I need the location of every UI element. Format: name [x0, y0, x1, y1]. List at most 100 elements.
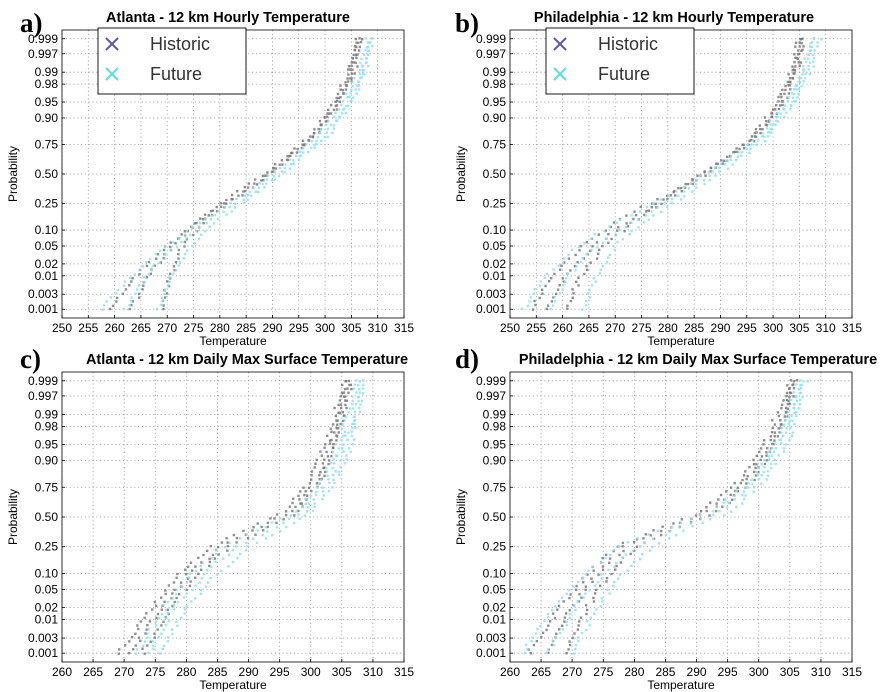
y-tick-label: 0.999 [28, 374, 58, 388]
data-point [298, 498, 301, 501]
data-point [177, 248, 181, 252]
data-point [589, 616, 592, 619]
data-point [337, 96, 341, 100]
data-point [789, 81, 792, 84]
data-point [771, 447, 774, 450]
data-point [670, 526, 673, 529]
data-point [226, 549, 229, 552]
data-point [284, 163, 287, 166]
data-point [540, 288, 544, 291]
data-point [739, 481, 742, 485]
data-point [167, 584, 171, 587]
data-point [614, 568, 617, 571]
data-point [164, 296, 167, 299]
data-point [708, 514, 711, 517]
data-point [746, 486, 749, 489]
data-point [241, 194, 244, 197]
data-point [726, 155, 729, 159]
panel-letter: a) [20, 8, 43, 38]
data-point [160, 632, 163, 635]
data-point [225, 202, 228, 205]
data-point [545, 628, 548, 632]
data-point [561, 628, 564, 631]
data-point [564, 281, 567, 284]
data-point [261, 182, 264, 186]
data-point [226, 544, 230, 548]
data-point [588, 288, 591, 292]
data-point [357, 399, 360, 403]
data-point [311, 135, 315, 138]
data-point [171, 628, 174, 631]
data-point [654, 202, 657, 205]
data-point [189, 561, 193, 564]
data-point [581, 576, 585, 580]
data-point [260, 179, 263, 182]
data-point [787, 399, 790, 403]
y-tick-label: 0.001 [28, 646, 58, 660]
data-point [816, 41, 819, 44]
data-point [296, 147, 299, 151]
data-point [222, 202, 226, 205]
data-point [639, 557, 642, 561]
data-point [165, 292, 169, 295]
data-point [161, 647, 164, 651]
data-point [300, 502, 303, 505]
data-point [101, 308, 104, 311]
data-point [782, 447, 785, 450]
data-point [793, 61, 796, 64]
data-point [326, 127, 330, 130]
data-point [716, 162, 719, 165]
data-point [675, 190, 678, 193]
data-point [802, 68, 805, 71]
data-point [266, 171, 269, 174]
data-point [703, 170, 706, 174]
data-point [353, 383, 357, 386]
data-point [348, 383, 351, 387]
x-tick-label: 270 [157, 321, 177, 335]
data-point [340, 392, 344, 395]
data-point [169, 241, 172, 244]
data-point [703, 182, 706, 186]
y-tick-label: 0.99 [483, 65, 507, 79]
data-point [346, 77, 349, 80]
data-point [274, 163, 277, 166]
data-point [345, 92, 348, 95]
data-point [776, 111, 779, 115]
data-point [795, 383, 798, 386]
data-point [622, 549, 625, 553]
data-point [772, 450, 776, 453]
data-point [617, 226, 620, 229]
data-point [774, 462, 777, 466]
data-point [143, 616, 146, 620]
data-point [762, 443, 765, 446]
data-point [577, 245, 581, 249]
data-point [584, 592, 587, 595]
data-point [202, 572, 206, 576]
data-point [145, 276, 149, 279]
data-point [550, 643, 554, 647]
data-point [347, 379, 351, 383]
data-point [626, 541, 630, 544]
data-point [758, 124, 761, 127]
data-point [164, 253, 167, 256]
data-point [783, 108, 786, 111]
data-point [154, 620, 158, 623]
data-point [800, 42, 803, 45]
data-point [352, 438, 356, 441]
series-future [523, 379, 809, 655]
data-point [271, 534, 274, 537]
data-point [130, 280, 133, 283]
data-point [300, 154, 303, 158]
data-point [149, 272, 152, 275]
data-point [249, 194, 253, 197]
data-point [757, 471, 760, 474]
data-point [185, 605, 188, 608]
data-point [579, 244, 582, 248]
data-point [813, 49, 816, 52]
panel-letter: d) [455, 344, 479, 374]
data-point [709, 166, 713, 170]
data-point [585, 264, 588, 268]
data-point [351, 442, 355, 446]
data-point [708, 174, 711, 177]
y-tick-label: 0.95 [35, 95, 59, 109]
